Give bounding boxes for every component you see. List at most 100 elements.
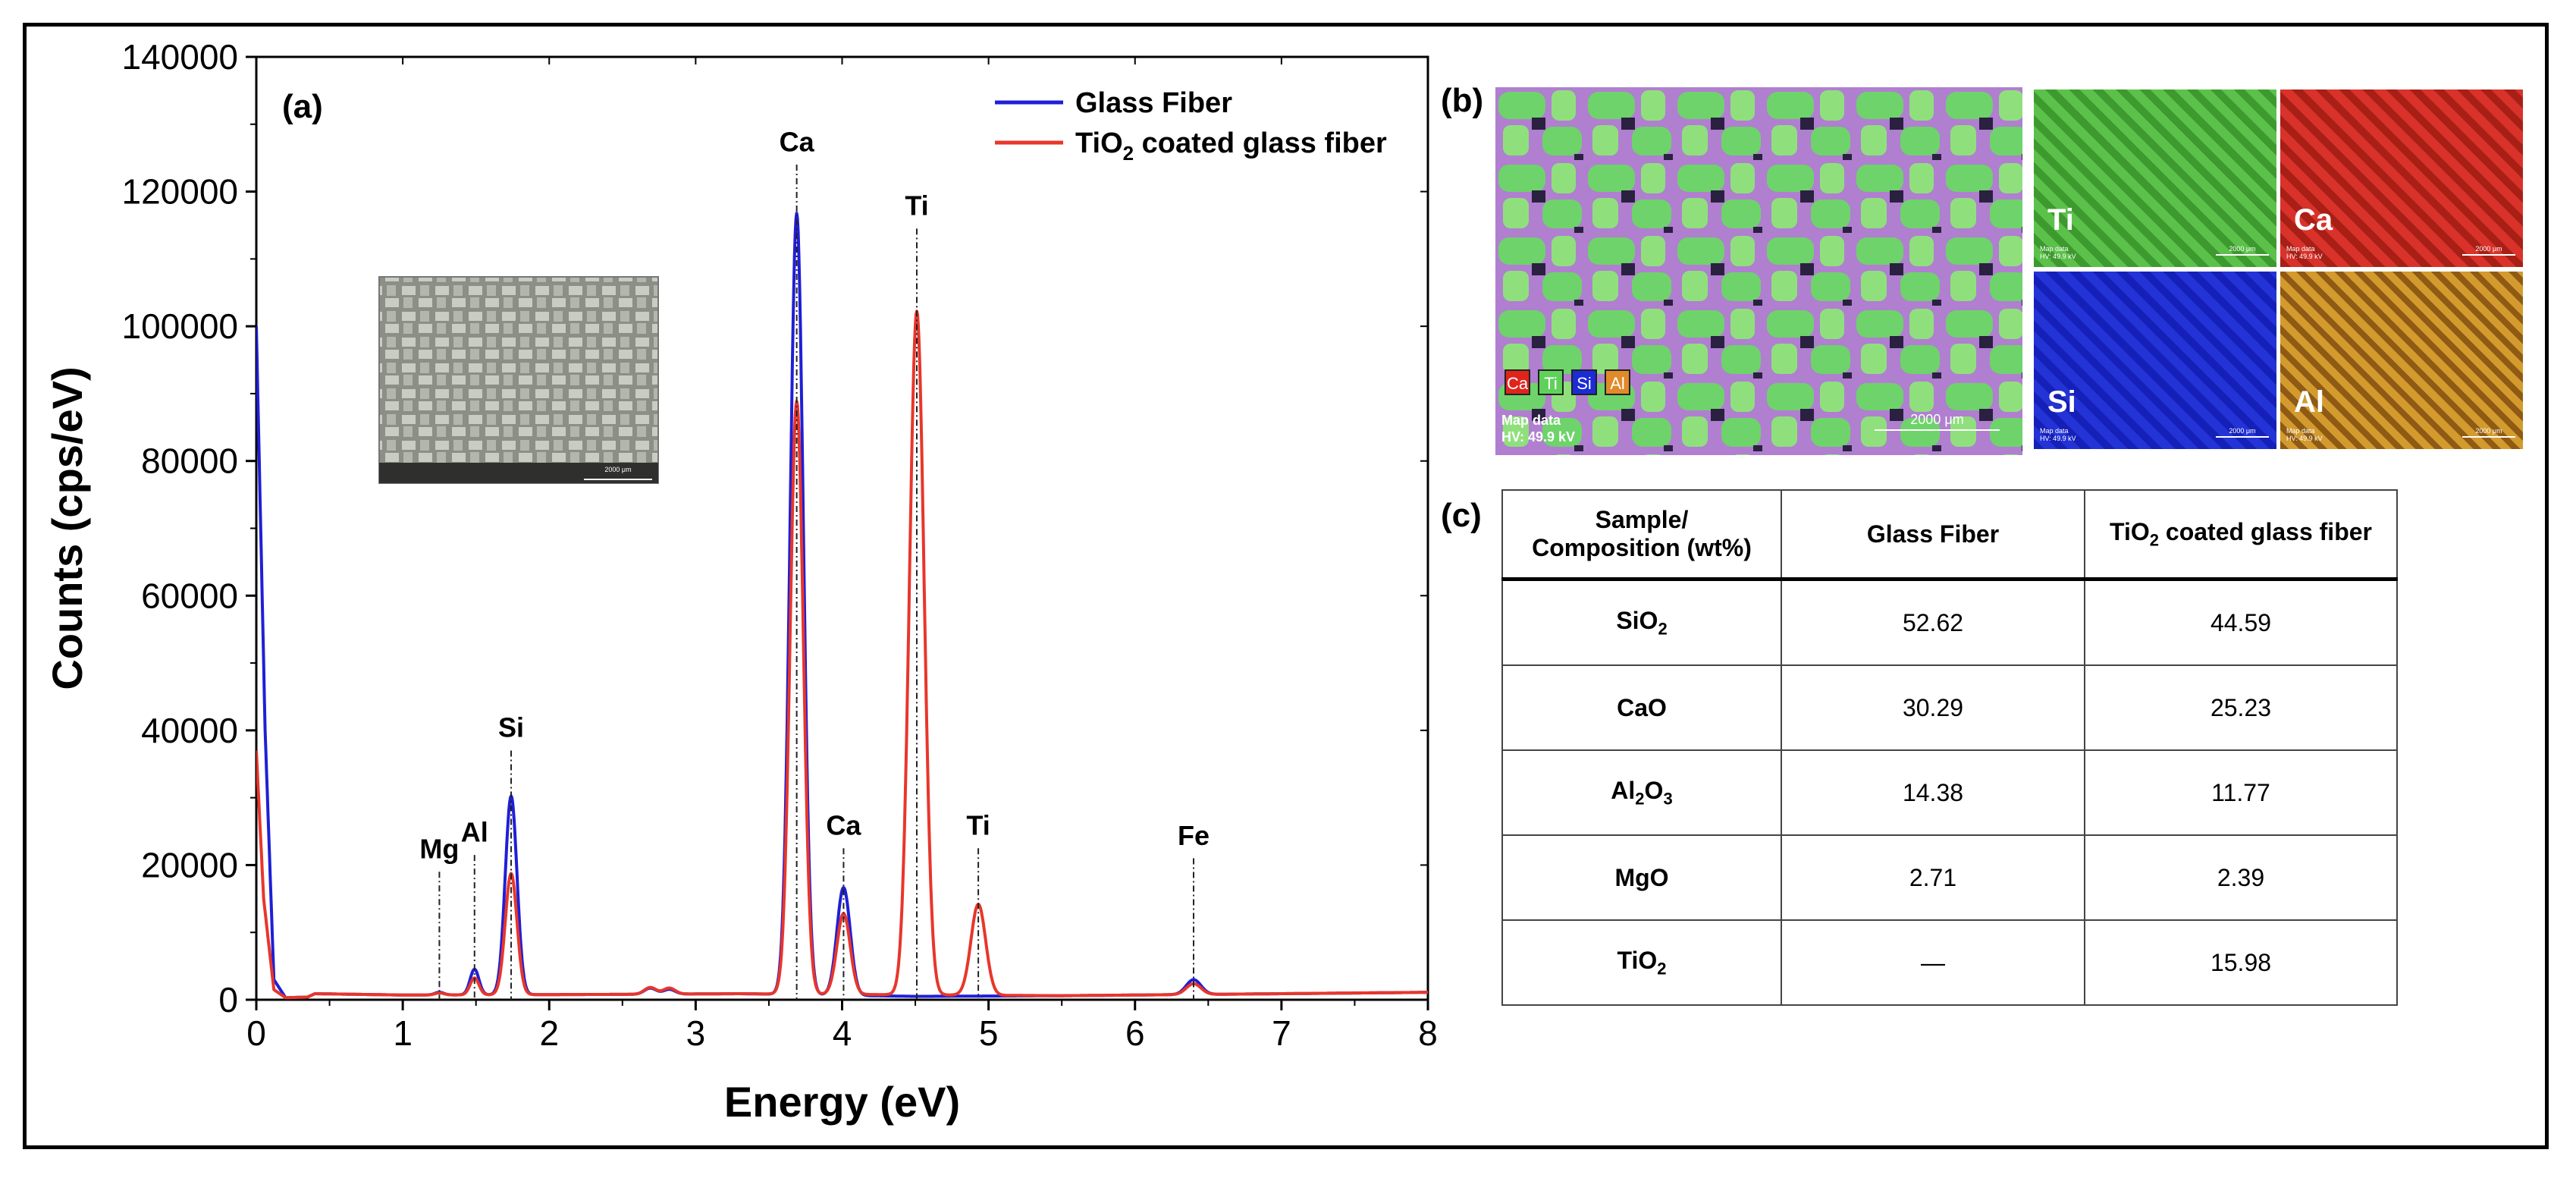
combined-map-scale-label: 2000 μm [1910,412,1964,427]
header-coated-post: coated glass fiber [2159,517,2372,545]
ti-tile-scale: 2000 μm [2216,245,2269,256]
al-scale-bar [2462,436,2515,438]
combined-eds-map: Ca Ti Si Al Map data HV: 49.9 kV 2000 μm [1495,87,2022,455]
peak-label: Al [461,816,488,847]
compound-pre: SiO [1616,606,1658,634]
combined-map-hv: HV: 49.9 kV [1501,429,1576,444]
ti-tile-label: Ti [2047,203,2074,237]
ca-tile-info: Map data HV: 49.9 kV [2286,245,2323,260]
si-map-data: Map data [2040,427,2069,435]
x-tick-label: 3 [686,1013,706,1053]
y-tick-label: 80000 [141,441,238,481]
table-row: TiO2 — 15.98 [1501,919,2398,1006]
ti-scale-bar [2216,254,2269,256]
si-map-tile: Si Map data HV: 49.9 kV 2000 μm [2034,272,2276,449]
glass-value: 52.62 [1781,578,2085,666]
al-tile-label: Al [2294,385,2324,419]
fiber-photo-inset [378,276,659,484]
peak-label: Ca [826,809,861,840]
series-line-tio2-coated [256,309,1428,1000]
row-compound: TiO2 [1501,919,1782,1006]
al-tile-info: Map data HV: 49.9 kV [2286,427,2323,442]
y-tick-label: 20000 [141,845,238,884]
header-glass-fiber: Glass Fiber [1781,489,2085,581]
row-compound: CaO [1501,664,1782,751]
combined-map-legend: Ca Ti Si Al [1504,369,1638,395]
y-tick-label: 120000 [122,172,239,212]
glass-value: 14.38 [1781,749,2085,836]
ca-scale-label: 2000 μm [2475,245,2502,253]
x-tick-label: 2 [539,1013,559,1053]
combined-map-texture [1495,87,2022,455]
y-tick-label: 60000 [141,576,238,615]
x-tick-label: 0 [246,1013,266,1053]
row-compound: SiO2 [1501,578,1782,666]
table-row: SiO2 52.62 44.59 [1501,578,2398,666]
x-tick-label: 8 [1418,1013,1438,1053]
coated-value: 25.23 [2084,664,2398,751]
header-sample: Sample/ Composition (wt%) [1501,489,1782,581]
ca-map-data: Map data [2286,245,2315,253]
al-map-data: Map data [2286,427,2315,435]
coated-value: 15.98 [2084,919,2398,1006]
coated-value: 11.77 [2084,749,2398,836]
glass-value: — [1781,919,2085,1006]
si-tile-info: Map data HV: 49.9 kV [2040,427,2076,442]
al-map-tile: Al Map data HV: 49.9 kV 2000 μm [2280,272,2523,449]
combined-map-info: Map data HV: 49.9 kV [1501,412,1575,445]
row-compound: MgO [1501,834,1782,921]
panel-b-label: (b) [1441,82,1484,119]
ti-hv: HV: 49.9 kV [2040,253,2076,260]
peak-label: Ca [780,126,815,157]
glass-value: 2.71 [1781,834,2085,921]
ti-scale-label: 2000 μm [2229,245,2256,253]
si-tile-scale: 2000 μm [2216,427,2269,438]
compound-pre: MgO [1614,863,1669,891]
composition-table: Sample/ Composition (wt%) Glass Fiber Ti… [1501,489,2398,1006]
glass-value: 30.29 [1781,664,2085,751]
compound-sub: 2 [1657,959,1667,979]
header-coated: TiO2 coated glass fiber [2084,489,2398,581]
x-tick-label: 4 [833,1013,852,1053]
table-row: Al2O3 14.38 11.77 [1501,749,2398,836]
al-scale-label: 2000 μm [2475,427,2502,435]
header-coated-pre: TiO [2110,517,2150,545]
ca-tile-scale: 2000 μm [2462,245,2515,256]
legend-label-glass-fiber: Glass Fiber [1075,87,1232,119]
compound-sub2: 3 [1663,789,1673,809]
panel-a-label: (a) [282,88,323,125]
panel-c-label: (c) [1441,497,1482,534]
y-tick-label: 40000 [141,711,238,750]
header-coated-sub: 2 [2149,530,2159,550]
combined-map-data: Map data [1501,413,1561,428]
row-compound: Al2O3 [1501,749,1782,836]
combined-map-scale-bar [1875,429,2000,431]
header-sample-line1: Sample/ [1595,506,1689,533]
peak-label: Ti [966,809,990,840]
al-tile-scale: 2000 μm [2462,427,2515,438]
x-tick-label: 7 [1272,1013,1291,1053]
legend-al: Al [1605,369,1630,395]
x-tick-label: 6 [1125,1013,1145,1053]
peak-label: Ti [905,190,928,221]
legend-ca: Ca [1504,369,1530,395]
peak-label: Fe [1178,820,1210,851]
table-row: MgO 2.71 2.39 [1501,834,2398,921]
x-tick-label: 5 [979,1013,999,1053]
ca-hv: HV: 49.9 kV [2286,253,2323,260]
ca-map-tile: Ca Map data HV: 49.9 kV 2000 μm [2280,90,2523,267]
si-scale-bar [2216,436,2269,438]
peak-label: Mg [419,834,459,865]
header-sample-line2: Composition (wt%) [1532,534,1752,561]
ca-scale-bar [2462,254,2515,256]
coated-value: 2.39 [2084,834,2398,921]
peak-label: Si [498,712,524,743]
y-axis-label: Counts (cps/eV) [43,366,91,690]
figure-frame [23,23,2549,1149]
compound-pre: TiO [1617,946,1658,974]
x-tick-label: 1 [393,1013,413,1053]
compound-sub: 2 [1658,619,1668,639]
compound-post: O [1644,776,1664,804]
legend-si: Si [1571,369,1597,395]
